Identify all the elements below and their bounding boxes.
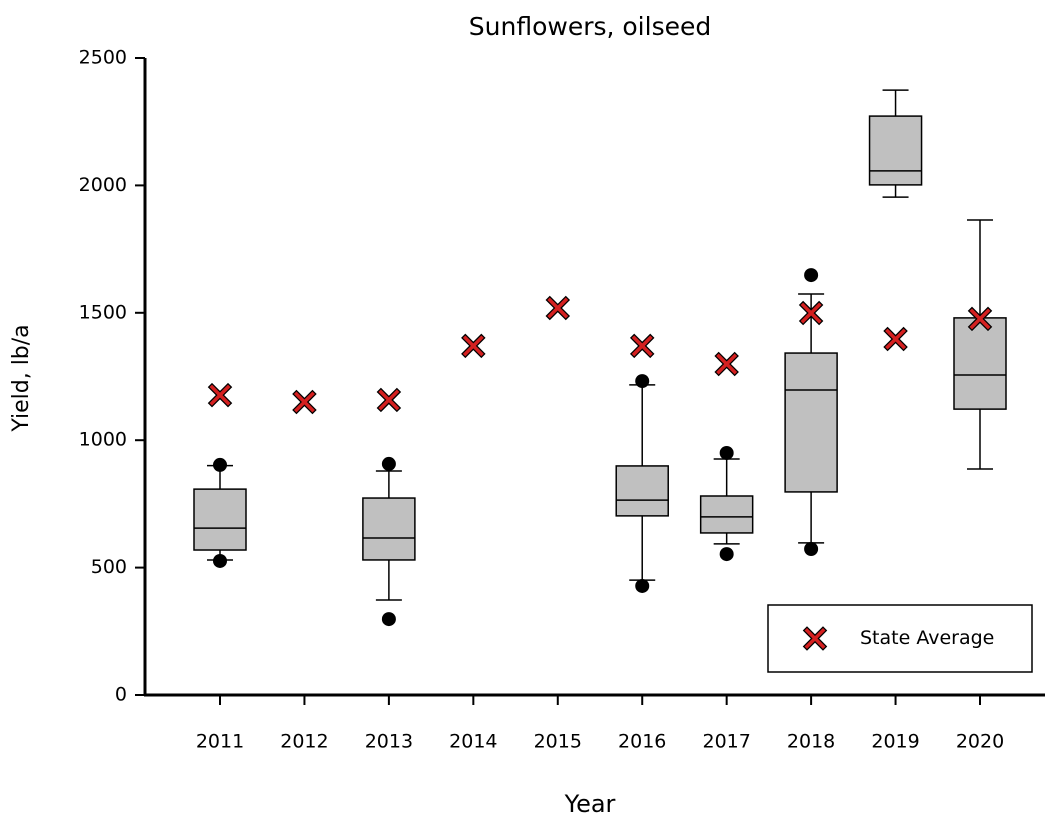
x-tick-label: 2014 — [449, 731, 497, 753]
y-tick-label: 1000 — [79, 429, 127, 451]
state-average-marker — [714, 351, 739, 377]
x-axis-label: Year — [564, 790, 616, 818]
outlier — [635, 374, 650, 389]
y-tick-label: 2500 — [79, 47, 127, 69]
box — [615, 465, 669, 517]
marker-fill — [969, 308, 991, 330]
box — [193, 488, 247, 551]
legend-label: State Average — [860, 627, 994, 649]
x-tick-label: 2018 — [787, 731, 835, 753]
x-tick-label: 2019 — [871, 731, 919, 753]
outlier — [213, 457, 227, 472]
box — [362, 497, 416, 561]
marker-fill — [462, 335, 484, 357]
state-average-marker — [461, 333, 486, 359]
marker-fill — [631, 335, 653, 357]
chart-title: Sunflowers, oilseed — [469, 12, 711, 41]
x-tick-label: 2016 — [618, 731, 666, 753]
outlier — [635, 578, 650, 593]
state-average-marker — [292, 389, 317, 415]
marker-fill — [885, 328, 907, 350]
outlier — [381, 456, 396, 471]
state-average-marker — [967, 306, 993, 332]
state-average-marker — [629, 333, 655, 359]
box — [953, 317, 1007, 410]
x-tick-label: 2017 — [702, 731, 750, 753]
state-average-marker — [883, 326, 908, 352]
x-tick-label: 2012 — [280, 731, 328, 753]
marker-fill — [378, 389, 400, 411]
x-tick-label: 2015 — [534, 731, 582, 753]
x-tick-label: 2011 — [196, 731, 244, 753]
marker-fill — [804, 628, 826, 649]
marker-fill — [209, 384, 231, 406]
state-average-marker — [545, 295, 571, 321]
outlier — [381, 612, 396, 627]
outlier — [213, 553, 227, 568]
outlier — [804, 541, 819, 556]
box — [699, 495, 754, 534]
y-tick-label: 500 — [91, 556, 127, 578]
state-average-marker — [207, 382, 233, 408]
x-tick-label: 2020 — [956, 731, 1004, 753]
outlier — [804, 268, 819, 283]
box — [868, 115, 923, 186]
y-tick-label: 2000 — [79, 174, 127, 196]
marker-fill — [716, 353, 738, 375]
y-tick-label: 0 — [115, 684, 127, 706]
box — [784, 352, 838, 493]
y-tick-label: 1500 — [79, 301, 127, 323]
state-average-marker — [798, 300, 824, 326]
y-axis-label: Yield, lb/a — [9, 324, 34, 432]
state-average-marker — [802, 626, 828, 651]
outlier — [719, 445, 734, 460]
marker-fill — [547, 297, 569, 319]
legend: State Average — [767, 604, 1033, 673]
marker-fill — [800, 302, 822, 324]
marker-fill — [293, 391, 315, 413]
outlier — [719, 547, 734, 562]
x-tick-label: 2013 — [365, 731, 413, 753]
state-average-marker — [376, 387, 402, 413]
